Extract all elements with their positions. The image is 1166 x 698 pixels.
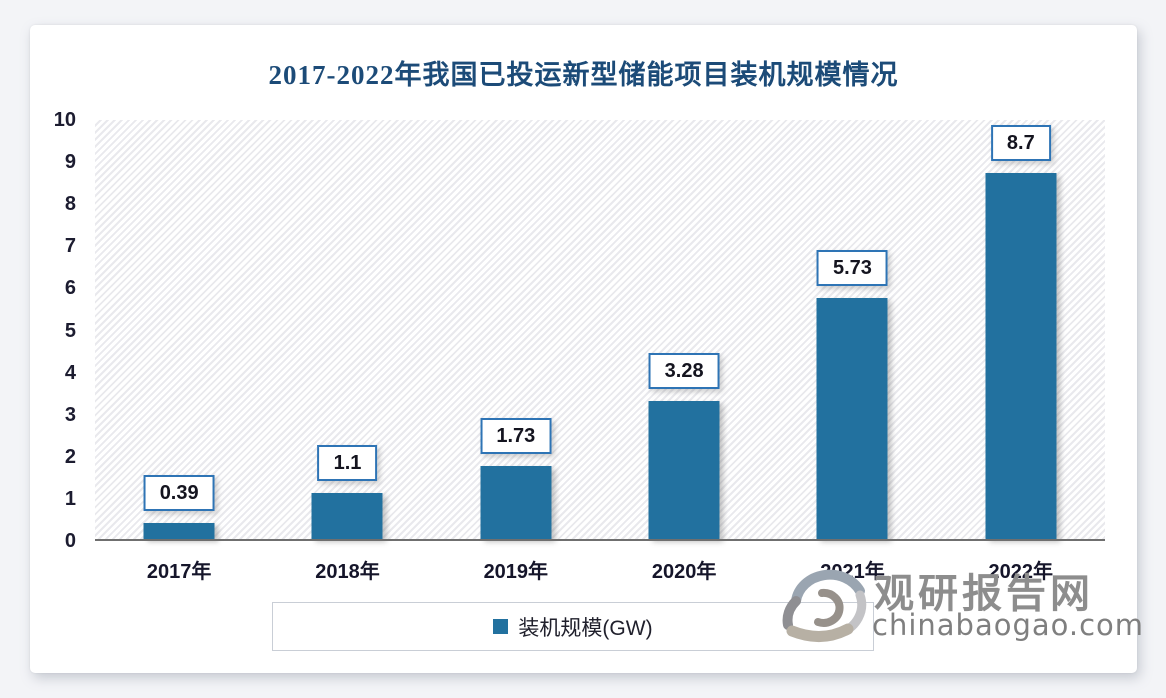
- bar-column: 8.7: [937, 120, 1105, 539]
- legend-square-icon: [493, 619, 509, 634]
- y-tick-label: 5: [64, 319, 76, 342]
- y-tick-label: 2: [64, 445, 76, 468]
- y-axis: 0 1 2 3 4 5 6 7 8 9 10: [30, 110, 84, 551]
- bar: [480, 466, 552, 539]
- bar: [985, 172, 1057, 539]
- bar-value-label: 3.28: [648, 352, 720, 389]
- bar: [816, 297, 888, 539]
- bar-value-label: 8.7: [990, 124, 1051, 161]
- chart-title: 2017-2022年我国已投运新型储能项目装机规模情况: [268, 60, 899, 90]
- bar-value-label: 5.73: [817, 249, 888, 286]
- legend-label: 装机规模(GW): [518, 616, 653, 640]
- x-tick-label: 2020年: [651, 561, 717, 583]
- bar: [143, 522, 215, 539]
- bar: [311, 492, 383, 539]
- bar: [648, 400, 720, 539]
- x-tick-label: 2022年: [988, 561, 1054, 583]
- y-tick-label: 8: [64, 193, 76, 216]
- bar-value-label: 1.1: [317, 444, 378, 481]
- bar-column: 1.73: [432, 120, 600, 539]
- plot-area: 0.39 1.1 1.73 3.28 5.73 8.7: [95, 120, 1105, 541]
- x-tick-label: 2017年: [146, 561, 212, 583]
- bar-column: 3.28: [600, 120, 768, 539]
- legend: 装机规模(GW): [272, 602, 874, 651]
- y-tick-label: 3: [64, 403, 76, 426]
- y-tick-label: 0: [64, 530, 76, 552]
- bar-column: 5.73: [768, 120, 936, 539]
- bar-value-label: 0.39: [143, 474, 215, 511]
- y-tick-label: 4: [64, 361, 76, 384]
- bar-column: 1.1: [263, 120, 431, 539]
- y-tick-label: 6: [64, 277, 76, 300]
- x-tick-label: 2021年: [820, 561, 885, 583]
- watermark-site-url: chinabaogao.com: [872, 608, 1145, 642]
- x-tick-label: 2018年: [315, 561, 380, 583]
- y-tick-label: 7: [64, 235, 76, 258]
- x-axis: 2017年 2018年 2019年 2020年 2021年 2022年: [95, 555, 1105, 584]
- y-tick-label: 10: [53, 109, 76, 131]
- y-tick-label: 1: [64, 487, 76, 510]
- x-tick-label: 2019年: [483, 561, 549, 583]
- y-tick-label: 9: [64, 151, 76, 174]
- bar-column: 0.39: [95, 120, 263, 539]
- chart-card: 2017-2022年我国已投运新型储能项目装机规模情况 0 1 2 3 4 5 6 7 8 9 10…: [30, 25, 1143, 673]
- bar-value-label: 1.73: [480, 418, 552, 455]
